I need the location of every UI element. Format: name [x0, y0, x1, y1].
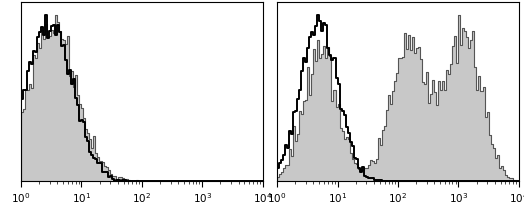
- Polygon shape: [21, 15, 263, 181]
- Polygon shape: [277, 15, 519, 181]
